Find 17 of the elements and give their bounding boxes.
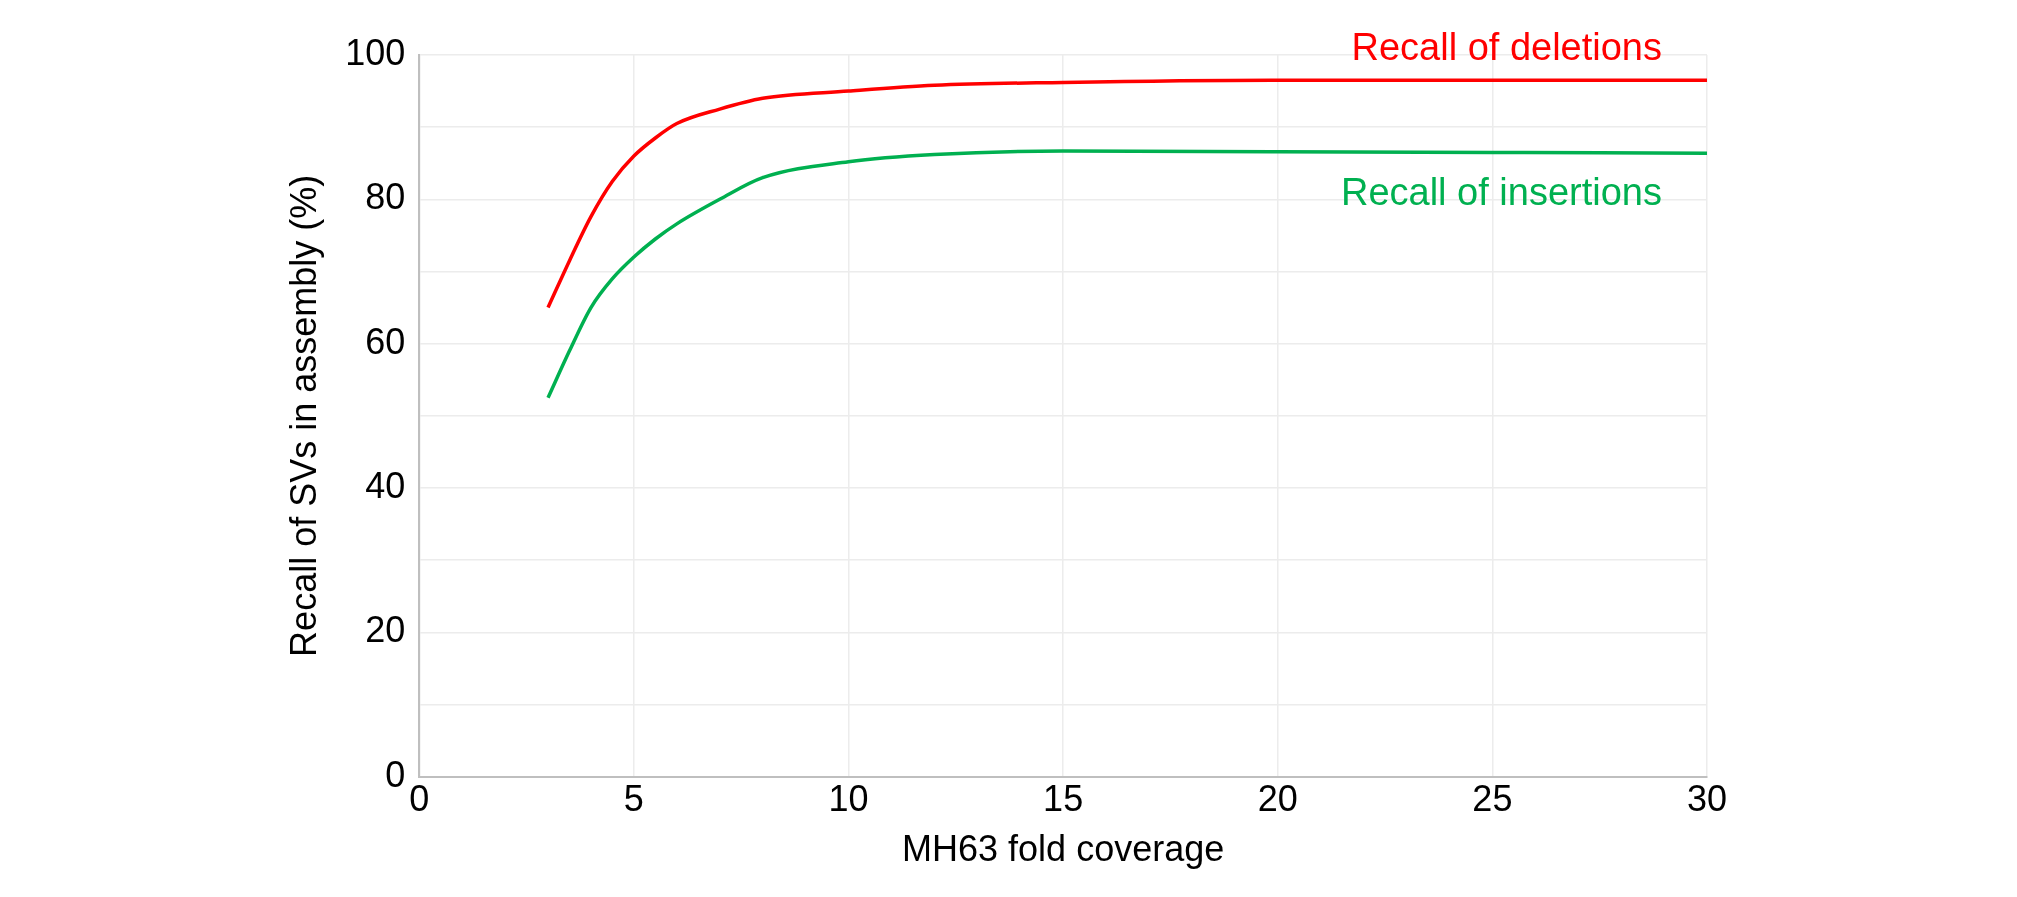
line-series bbox=[546, 78, 1707, 310]
x-tick-label: 5 bbox=[623, 778, 644, 820]
line-series bbox=[546, 149, 1707, 400]
x-tick-label: 10 bbox=[828, 778, 869, 820]
x-tick-label: 20 bbox=[1257, 778, 1298, 820]
y-tick-label: 40 bbox=[365, 464, 406, 506]
y-tick-label: 60 bbox=[365, 320, 406, 362]
x-tick-label: 25 bbox=[1472, 778, 1513, 820]
y-axis-title: Recall of SVs in assembly (%) bbox=[282, 174, 324, 657]
y-tick-label: 80 bbox=[365, 176, 406, 218]
y-tick-label: 20 bbox=[365, 609, 406, 651]
x-tick-label: 15 bbox=[1043, 778, 1084, 820]
series-label: Recall of insertions bbox=[1340, 170, 1662, 213]
y-tick-label: 100 bbox=[345, 31, 406, 73]
x-axis-title: MH63 fold coverage bbox=[902, 828, 1225, 870]
x-tick-label: 30 bbox=[1686, 778, 1728, 820]
series-label: Recall of deletions bbox=[1351, 25, 1662, 68]
